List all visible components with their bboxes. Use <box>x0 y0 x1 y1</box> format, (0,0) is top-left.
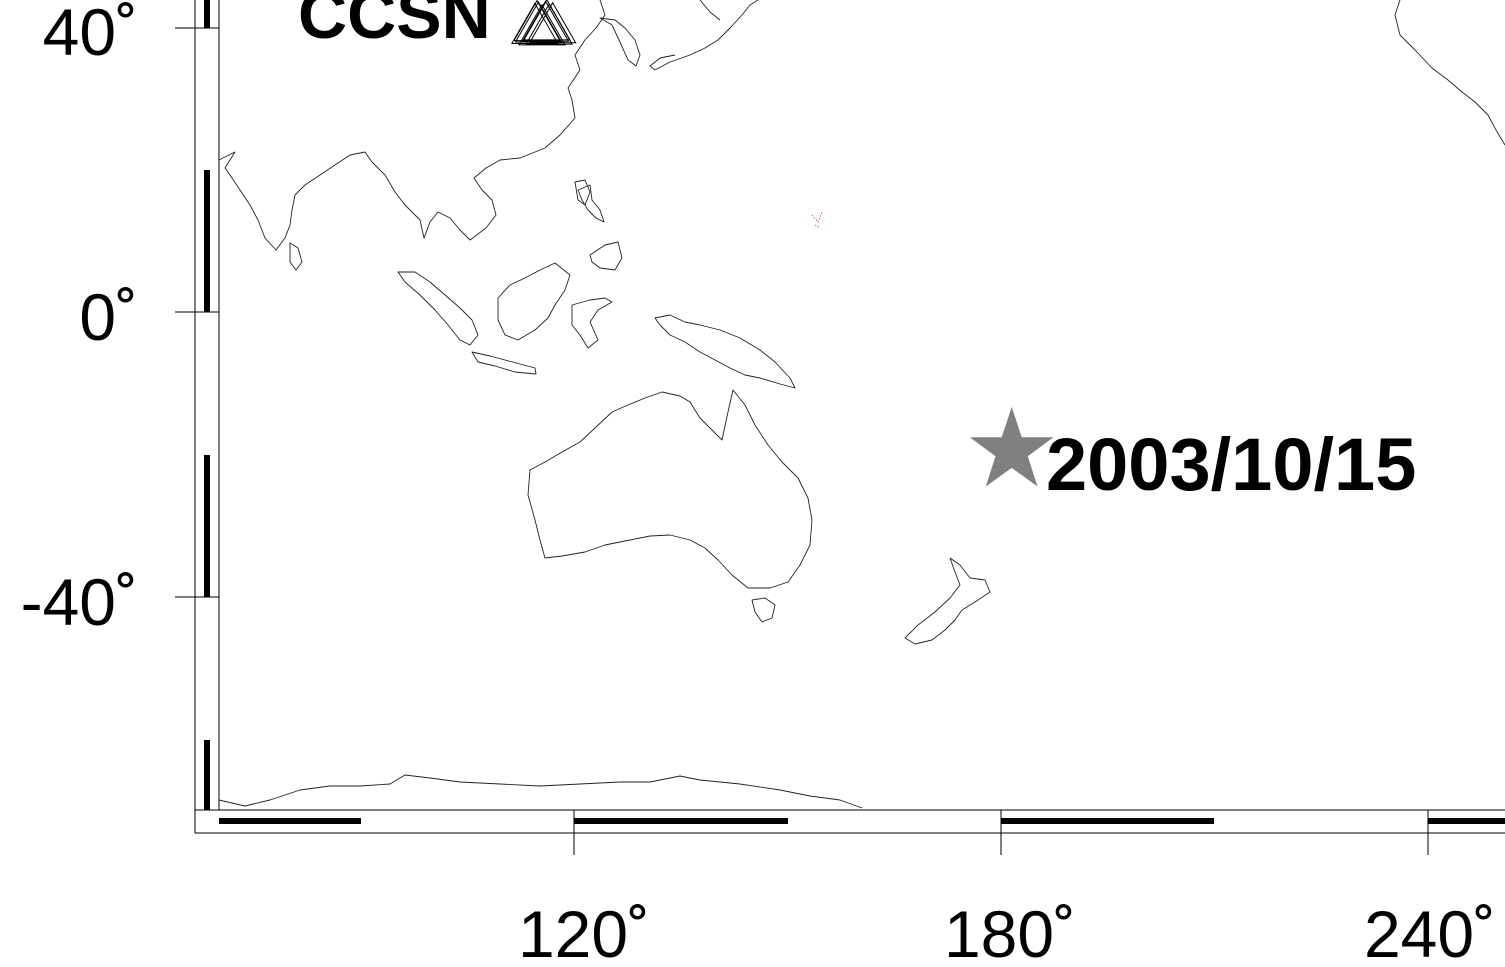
lat-label-0: 0˚ <box>79 280 138 354</box>
coast-new-zealand <box>904 557 991 645</box>
event-marker <box>969 406 1054 487</box>
triangle-icon <box>513 0 561 42</box>
coast-japan <box>649 0 759 71</box>
coast-new-guinea <box>654 314 796 389</box>
coast-tasmania <box>751 597 776 623</box>
coast-antarctica <box>218 774 863 809</box>
coast-sri-lanka <box>289 242 303 271</box>
lat-tick-marks <box>175 27 219 598</box>
network-label: CCSN <box>298 0 491 53</box>
triangle-icon <box>518 3 566 46</box>
coast-east-asia <box>218 0 606 251</box>
coast-sulawesi <box>571 297 613 349</box>
triangle-icon <box>523 0 571 41</box>
lon-label-180: 180˚ <box>944 897 1076 967</box>
lat-label-minus40: -40˚ <box>21 565 138 639</box>
event-date-label: 2003/10/15 <box>1046 423 1416 506</box>
lon-label-120: 120˚ <box>518 897 650 967</box>
star-icon <box>969 406 1054 487</box>
lat-label-40: 40˚ <box>43 0 138 69</box>
triangle-icon <box>514 1 563 43</box>
coast-australia <box>527 389 813 589</box>
triangle-icon <box>521 0 570 42</box>
station-markers <box>510 0 577 46</box>
coast-java <box>471 351 537 375</box>
coast-korea <box>599 17 641 67</box>
coast-taiwan <box>574 179 591 206</box>
coastlines <box>218 0 1505 809</box>
coast-philippines <box>577 184 623 271</box>
lon-tick-marks <box>573 810 1429 855</box>
triangle-icon <box>528 1 577 44</box>
map-frame <box>194 0 1505 834</box>
coast-sumatra <box>397 271 479 346</box>
coast-micronesia <box>811 211 823 229</box>
coast-borneo <box>497 262 571 341</box>
lon-label-240: 240˚ <box>1364 897 1496 967</box>
coast-north-america <box>1394 0 1505 146</box>
